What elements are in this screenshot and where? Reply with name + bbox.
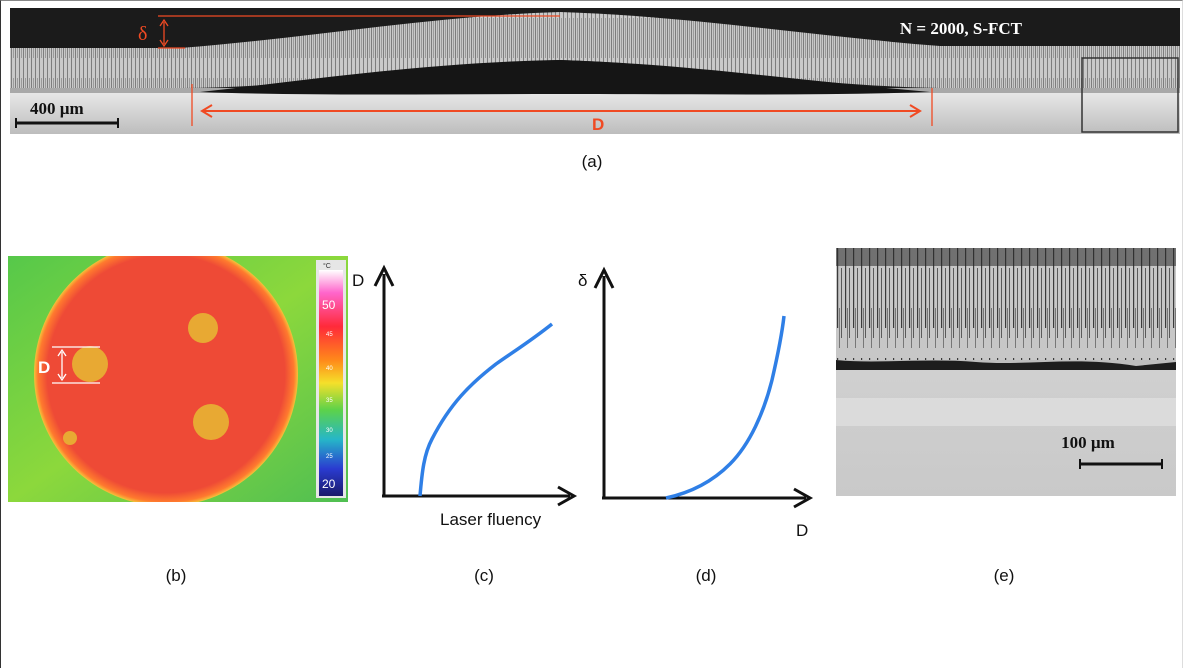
panel-a-svg: δ D 400 µm N = 2000, S-FCT <box>10 8 1180 134</box>
spot-2 <box>72 346 108 382</box>
interdiffusion-zone <box>836 398 1176 426</box>
d-curve <box>665 315 786 500</box>
tgo-layer <box>836 360 1176 370</box>
panel-b-thermal-image: D °C 50 45 40 35 30 25 20 <box>8 256 348 502</box>
delamination-gap <box>200 60 930 95</box>
zoom-inset-box <box>1081 57 1179 133</box>
c-x-label: Laser fluency <box>440 510 542 529</box>
tick-50: 50 <box>322 298 336 312</box>
coating-layer <box>10 12 1180 88</box>
tick-25: 25 <box>326 454 333 460</box>
d-x-label: D <box>796 521 808 540</box>
delta-symbol: δ <box>138 23 147 45</box>
spot-4 <box>63 431 77 445</box>
tick-30: 30 <box>326 428 333 434</box>
delta-arrow-down <box>159 39 169 48</box>
panel-e-micrograph: 100 µm <box>836 248 1176 496</box>
tick-40: 40 <box>326 366 333 372</box>
panel-b-svg: D °C 50 45 40 35 30 25 20 <box>8 256 348 502</box>
scale-bar-label: 400 µm <box>30 99 84 118</box>
c-y-label: D <box>352 271 364 290</box>
panel-d-schematic: δ D <box>574 254 824 554</box>
color-scale <box>319 270 343 496</box>
panel-e-svg: 100 µm <box>836 248 1176 496</box>
coating-columns <box>836 248 1176 360</box>
panel-c-schematic: D Laser fluency <box>346 254 586 554</box>
d-label: D <box>592 115 604 134</box>
hot-disk <box>34 256 298 502</box>
caption-d: (d) <box>695 566 717 585</box>
spot-1 <box>188 313 218 343</box>
tick-45: 45 <box>326 332 333 338</box>
panel-d-svg: δ D <box>578 266 814 540</box>
panel-c-svg: D Laser fluency <box>352 264 578 529</box>
caption-b: (b) <box>165 566 187 585</box>
d-arrow-right <box>909 104 922 118</box>
panel-a-title: N = 2000, S-FCT <box>900 19 1023 38</box>
tick-35: 35 <box>326 398 333 404</box>
d-y-label: δ <box>578 271 587 290</box>
panel-a-micrograph: δ D 400 µm N = 2000, S-FCT <box>10 8 1180 134</box>
color-scale-unit: °C <box>323 262 331 270</box>
spot-3 <box>193 404 229 440</box>
caption-c: (c) <box>474 566 494 585</box>
scale-bar-e-label: 100 µm <box>1061 433 1115 452</box>
caption-a: (a) <box>581 152 603 171</box>
tick-20: 20 <box>322 477 336 491</box>
substrate-e <box>836 370 1176 496</box>
color-scale-ticks: 50 45 40 35 30 25 20 <box>322 298 336 491</box>
c-curve <box>418 322 554 497</box>
d-label-b: D <box>38 358 50 377</box>
delta-arrow-up <box>159 18 169 27</box>
caption-e: (e) <box>993 566 1015 585</box>
d-arrow-left <box>200 104 213 118</box>
